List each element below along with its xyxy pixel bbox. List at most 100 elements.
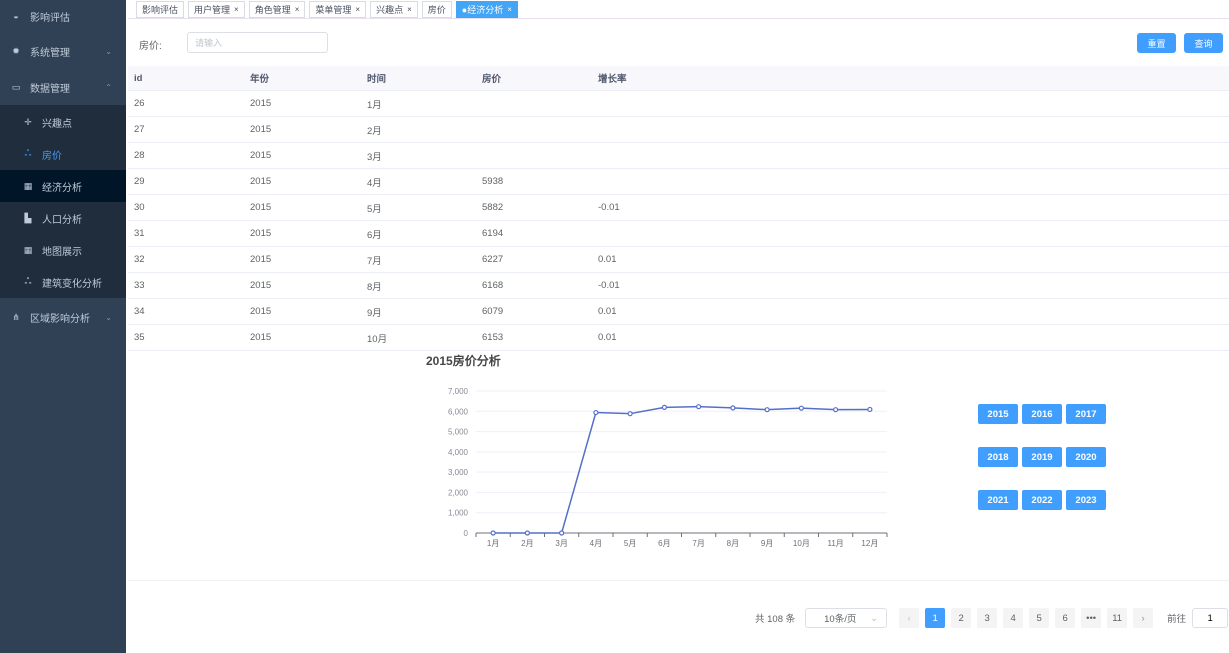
table-cell: 10月 [367, 333, 388, 345]
page-button[interactable]: 3 [977, 608, 998, 628]
query-button[interactable]: 查询 [1184, 33, 1223, 53]
table-cell: 6227 [482, 254, 504, 265]
close-icon[interactable]: × [355, 5, 361, 14]
year-button-2020[interactable]: 2020 [1066, 447, 1106, 467]
page-button[interactable]: 6 [1055, 608, 1076, 628]
close-icon[interactable]: × [507, 5, 512, 14]
table-cell: 2015 [250, 306, 272, 317]
dashboard-icon: ◒ [13, 11, 19, 21]
page-size-select[interactable]: 10条/页 ⌄ [805, 608, 888, 628]
price-chart: 2015房价分析 0 1,000 2,000 3,000 4,000 5,000 6,000 7… [426, 353, 888, 548]
sidebar-item-label: 区域影响分析 [30, 313, 90, 325]
data-table: id 年份 时间 房价 增长率 26 2015 1月 27 2015 2月 28 2015 3月 29 201… [128, 66, 1229, 351]
sidebar-item-price[interactable]: ஃ 房价 [0, 138, 126, 170]
column-header: 年份 [250, 74, 270, 85]
page-button[interactable]: 4 [1003, 608, 1024, 628]
goto-page-input[interactable] [1192, 608, 1229, 628]
tags-view: 影响评估 用户管理 × 角色管理 × 菜单管理 × 兴趣点 × 房价 ●经济分析 × [128, 0, 1229, 19]
data-point [867, 406, 873, 413]
tab-6[interactable]: ●经济分析 × [455, 1, 518, 18]
tab-3[interactable]: 菜单管理 × [309, 1, 367, 18]
close-icon[interactable]: × [294, 5, 300, 14]
sidebar-item-region[interactable]: ⋔ 区域影响分析 ⌄ [0, 301, 126, 333]
sidebar-item-poi[interactable]: ✛ 兴趣点 [0, 106, 126, 138]
table-row: 35 2015 10月 6153 0.01 [128, 325, 1229, 351]
tab-1[interactable]: 用户管理 × [188, 1, 245, 18]
series-line [493, 405, 870, 534]
sidebar-item-population[interactable]: ▙ 人口分析 [0, 202, 126, 234]
close-icon[interactable]: × [234, 5, 239, 14]
sidebar-item-economy[interactable]: ▦ 经济分析 [0, 170, 126, 202]
chevron-down-icon: ⌄ [870, 612, 879, 624]
price-input[interactable] [187, 32, 328, 53]
year-button-2015[interactable]: 2015 [978, 404, 1018, 424]
chart-title: 2015房价分析 [426, 353, 501, 368]
table-cell: 0.01 [598, 254, 617, 265]
table-row: 30 2015 5月 5882 -0.01 [128, 195, 1229, 221]
close-icon[interactable]: × [407, 5, 412, 14]
y-tick-label: 7,000 [448, 387, 469, 396]
table-cell: 6168 [482, 280, 504, 291]
price-filter-label: 房价: [139, 41, 162, 52]
tab-2[interactable]: 角色管理 × [248, 1, 306, 18]
tab-5[interactable]: 房价 [421, 1, 452, 18]
table-cell: 0.01 [598, 306, 617, 317]
year-button-2017[interactable]: 2017 [1066, 404, 1106, 424]
table-cell: 7月 [367, 255, 382, 267]
page-button[interactable]: 2 [951, 608, 972, 628]
table-cell: 26 [134, 98, 145, 109]
table-cell: 2015 [250, 202, 272, 213]
x-tick-label: 1月 [487, 539, 499, 548]
table-cell: 33 [134, 280, 145, 291]
x-tick-label: 4月 [590, 539, 602, 548]
y-tick-label: 4,000 [448, 448, 469, 457]
tab-4[interactable]: 兴趣点 × [370, 1, 418, 18]
sidebar-item-system[interactable]: ✹ 系统管理 ⌄ [0, 35, 126, 67]
sidebar-item-label: 系统管理 [30, 47, 70, 59]
year-button-2023[interactable]: 2023 [1066, 490, 1106, 510]
sidebar-item-label: 兴趣点 [42, 118, 72, 130]
sidebar-item-map[interactable]: ▦ 地图展示 [0, 234, 126, 266]
tab-0[interactable]: 影响评估 [136, 1, 185, 18]
reset-button[interactable]: 重置 [1137, 33, 1176, 53]
sidebar-item-impact[interactable]: ◒ 影响评估 [0, 0, 126, 32]
page-button[interactable]: 1 [925, 608, 946, 628]
year-button-2016[interactable]: 2016 [1022, 404, 1062, 424]
table-cell: 1月 [367, 99, 382, 111]
gear-icon: ✹ [12, 45, 20, 56]
table-row: 31 2015 6月 6194 [128, 221, 1229, 247]
tab-label: 房价 [427, 5, 446, 15]
table-cell: 5938 [482, 176, 504, 187]
year-button-2018[interactable]: 2018 [978, 447, 1018, 467]
table-cell: 28 [134, 150, 145, 161]
sidebar-item-data[interactable]: ▭ 数据管理 ⌃ [0, 71, 126, 103]
y-tick-label: 1,000 [448, 509, 469, 518]
year-button-2019[interactable]: 2019 [1022, 447, 1062, 467]
table-cell: 2015 [250, 228, 272, 239]
page-button[interactable]: 5 [1029, 608, 1050, 628]
table-cell: 6153 [482, 332, 504, 343]
y-tick-label: 2,000 [448, 488, 469, 497]
total-count: 共 108 条 [755, 614, 796, 625]
tab-label: 兴趣点 [376, 5, 404, 15]
table-cell: 3月 [367, 151, 382, 163]
sidebar-item-label: 数据管理 [30, 83, 70, 95]
next-page-button[interactable]: › [1133, 608, 1154, 628]
table-icon: ▦ [23, 244, 33, 255]
table-icon: ▦ [23, 180, 33, 191]
page-button[interactable]: 11 [1107, 608, 1128, 628]
table-cell: 5882 [482, 202, 504, 213]
table-cell: 32 [134, 254, 145, 265]
sidebar-item-building[interactable]: ஃ 建筑变化分析 [0, 266, 126, 298]
page-button[interactable]: ••• [1081, 608, 1102, 628]
year-button-2022[interactable]: 2022 [1022, 490, 1062, 510]
table-cell: 30 [134, 202, 145, 213]
move-icon: ✛ [24, 116, 32, 127]
year-button-2021[interactable]: 2021 [978, 490, 1018, 510]
table-cell: 2015 [250, 280, 272, 291]
data-point [798, 405, 804, 411]
y-tick-label: 3,000 [448, 468, 469, 477]
sidebar-item-label: 地图展示 [42, 246, 82, 258]
prev-page-button[interactable]: ‹ [899, 608, 920, 628]
table-row: 33 2015 8月 6168 -0.01 [128, 273, 1229, 299]
